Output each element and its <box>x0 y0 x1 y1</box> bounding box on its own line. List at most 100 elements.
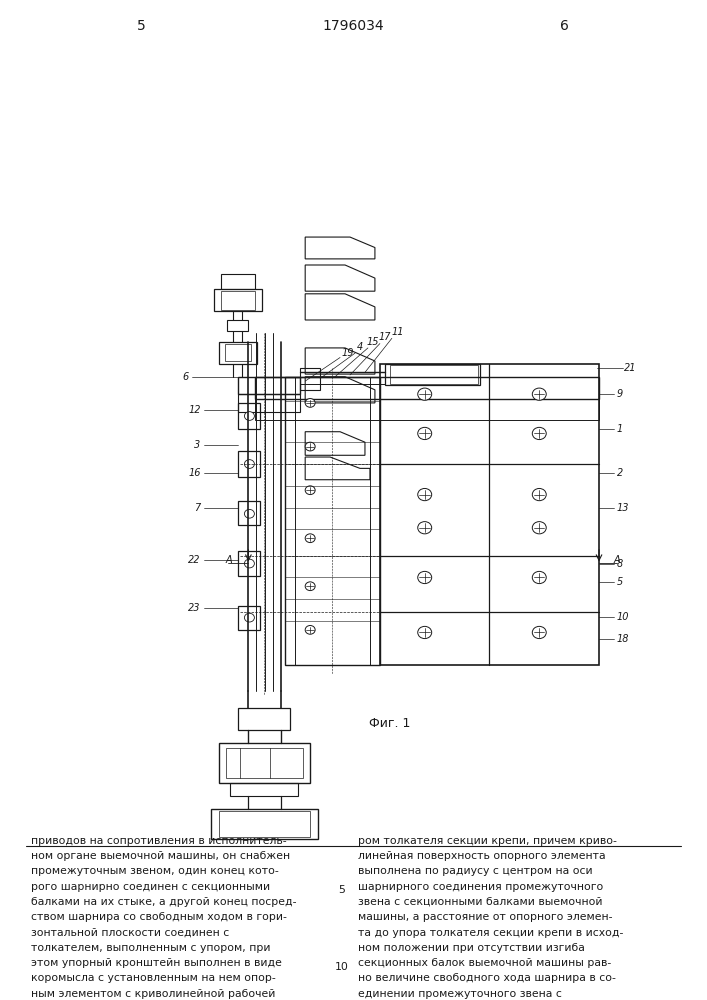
Bar <box>390 365 477 384</box>
Bar <box>228 320 248 331</box>
Bar <box>255 399 599 420</box>
Text: ном органе выемочной машины, он снабжен: ном органе выемочной машины, он снабжен <box>31 851 291 861</box>
Bar <box>238 377 300 394</box>
Circle shape <box>418 388 432 400</box>
Text: A: A <box>614 555 620 565</box>
Text: промежуточным звеном, один конец кото-: промежуточным звеном, один конец кото- <box>31 866 279 876</box>
Text: коромысла с установленным на нем опор-: коромысла с установленным на нем опор- <box>31 973 276 983</box>
Text: ством шарнира со свободным ходом в гори-: ством шарнира со свободным ходом в гори- <box>31 912 287 922</box>
Bar <box>225 344 252 361</box>
Text: приводов на сопротивления в исполнитель-: приводов на сопротивления в исполнитель- <box>31 836 287 846</box>
Text: 2: 2 <box>617 468 623 478</box>
Text: 18: 18 <box>617 634 629 644</box>
Bar <box>238 708 291 730</box>
Bar <box>221 291 255 310</box>
Text: единении промежуточного звена с: единении промежуточного звена с <box>358 989 562 999</box>
Circle shape <box>532 626 547 639</box>
Text: 10: 10 <box>617 612 629 622</box>
Text: 5: 5 <box>617 577 623 587</box>
Text: звена с секционными балками выемочной: звена с секционными балками выемочной <box>358 897 602 907</box>
Text: 6: 6 <box>182 372 189 382</box>
Text: 17: 17 <box>379 332 391 342</box>
Bar <box>218 811 310 837</box>
Text: та до упора толкателя секции крепи в исход-: та до упора толкателя секции крепи в исх… <box>358 928 624 938</box>
Circle shape <box>305 582 315 591</box>
Text: ром толкателя секции крепи, причем криво-: ром толкателя секции крепи, причем криво… <box>358 836 617 846</box>
Circle shape <box>305 625 315 634</box>
Circle shape <box>532 388 547 400</box>
Circle shape <box>245 460 255 468</box>
Text: выполнена по радиусу с центром на оси: выполнена по радиусу с центром на оси <box>358 866 592 876</box>
Bar <box>238 501 260 525</box>
Bar <box>238 403 260 429</box>
Circle shape <box>245 613 255 622</box>
Text: этом упорный кронштейн выполнен в виде: этом упорный кронштейн выполнен в виде <box>31 958 282 968</box>
Text: зонтальной плоскости соединен с: зонтальной плоскости соединен с <box>31 928 230 938</box>
Text: 5: 5 <box>136 19 145 33</box>
Bar <box>385 364 479 385</box>
Bar <box>285 377 380 665</box>
Text: шарнирного соединения промежуточного: шарнирного соединения промежуточного <box>358 882 603 892</box>
Text: 23: 23 <box>188 603 201 613</box>
Bar <box>255 377 599 399</box>
Circle shape <box>245 559 255 568</box>
Text: 5: 5 <box>339 885 346 895</box>
Circle shape <box>305 534 315 543</box>
Text: ным элементом с криволинейной рабочей: ным элементом с криволинейной рабочей <box>31 989 276 999</box>
Text: 1: 1 <box>617 424 623 434</box>
Circle shape <box>305 399 315 407</box>
Circle shape <box>532 522 547 534</box>
Circle shape <box>418 571 432 584</box>
Bar <box>380 364 599 665</box>
Text: толкателем, выполненным с упором, при: толкателем, выполненным с упором, при <box>31 943 271 953</box>
Bar <box>230 783 298 796</box>
Text: но величине свободного хода шарнира в со-: но величине свободного хода шарнира в со… <box>358 973 616 983</box>
Bar <box>226 748 303 778</box>
Bar <box>221 274 255 289</box>
Text: 15: 15 <box>367 337 379 347</box>
Circle shape <box>418 488 432 501</box>
Text: 3: 3 <box>194 440 201 450</box>
Text: 10: 10 <box>335 962 349 972</box>
Circle shape <box>418 626 432 639</box>
Circle shape <box>305 486 315 495</box>
Circle shape <box>418 427 432 440</box>
Circle shape <box>532 488 547 501</box>
Text: 9: 9 <box>617 389 623 399</box>
Text: 6: 6 <box>560 19 568 33</box>
Text: 22: 22 <box>188 555 201 565</box>
Text: 13: 13 <box>617 503 629 513</box>
Bar <box>300 368 320 390</box>
Circle shape <box>245 509 255 518</box>
Text: 19: 19 <box>341 348 354 358</box>
Text: Фиг. 1: Фиг. 1 <box>369 717 411 730</box>
Text: рого шарнирно соединен с секционными: рого шарнирно соединен с секционными <box>31 882 270 892</box>
Text: 7: 7 <box>194 503 201 513</box>
Text: 12: 12 <box>188 405 201 415</box>
Text: 1796034: 1796034 <box>322 19 384 33</box>
Bar <box>238 451 260 477</box>
Text: 11: 11 <box>392 327 404 337</box>
Circle shape <box>418 522 432 534</box>
Text: машины, а расстояние от опорного элемен-: машины, а расстояние от опорного элемен- <box>358 912 612 922</box>
Text: линейная поверхность опорного элемента: линейная поверхность опорного элемента <box>358 851 606 861</box>
Bar <box>238 551 260 576</box>
Bar <box>214 289 262 311</box>
Circle shape <box>532 427 547 440</box>
Text: секционных балок выемочной машины рав-: секционных балок выемочной машины рав- <box>358 958 612 968</box>
Text: 4: 4 <box>357 342 363 352</box>
Text: 8: 8 <box>617 559 623 569</box>
Bar <box>238 606 260 630</box>
Bar <box>211 809 318 839</box>
Bar <box>218 743 310 783</box>
Text: 16: 16 <box>188 468 201 478</box>
Text: 21: 21 <box>624 363 636 373</box>
Text: A: A <box>226 555 232 565</box>
Circle shape <box>245 412 255 420</box>
Bar <box>218 342 257 364</box>
Circle shape <box>532 571 547 584</box>
Bar <box>238 394 300 412</box>
Text: балками на их стыке, а другой конец посред-: балками на их стыке, а другой конец поср… <box>31 897 297 907</box>
Text: ном положении при отсутствии изгиба: ном положении при отсутствии изгиба <box>358 943 585 953</box>
Circle shape <box>305 442 315 451</box>
